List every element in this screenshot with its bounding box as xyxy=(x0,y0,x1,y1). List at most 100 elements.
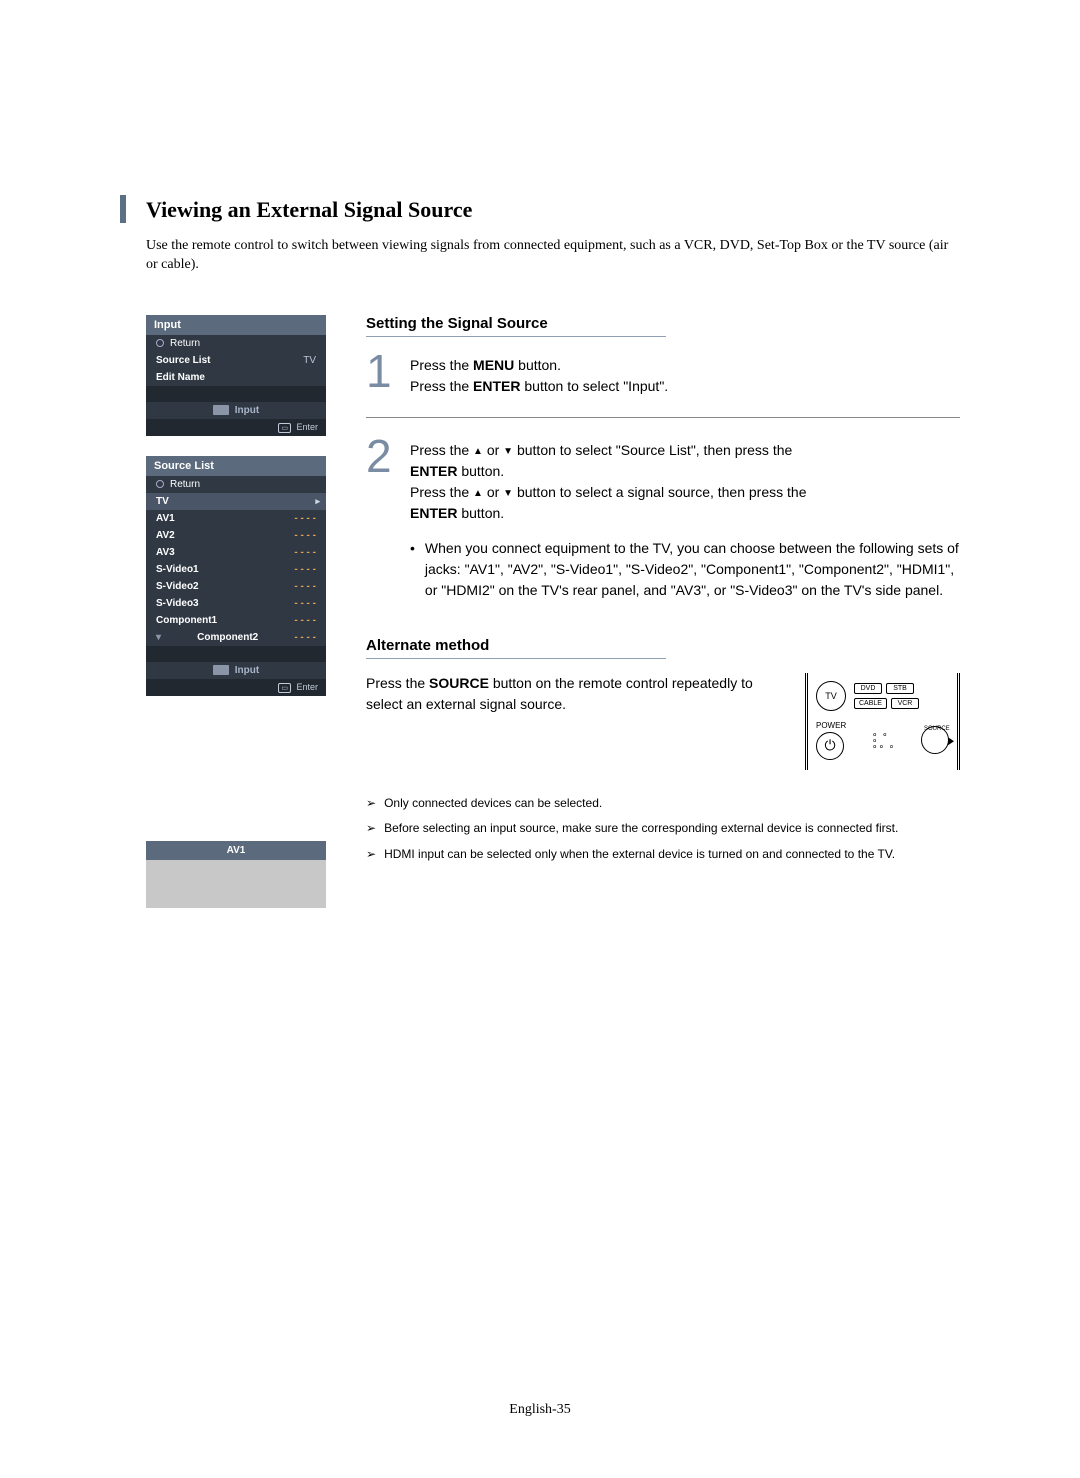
menu-row-edit-name: Edit Name xyxy=(146,369,326,386)
sidebar: Input Return Source List TV Edit Name In… xyxy=(146,315,326,908)
menu-dash: - - - - xyxy=(294,632,316,643)
bullet-dot: • xyxy=(410,538,415,601)
menu-row-label: Component1 xyxy=(156,615,217,626)
menu-dash: - - - - xyxy=(294,598,316,609)
menu-badge-row: Input xyxy=(146,662,326,679)
menu-spacer xyxy=(146,646,326,662)
menu-row-label: S-Video2 xyxy=(156,581,199,592)
menu-row-component2: ▾ Component2 - - - - xyxy=(146,629,326,646)
remote-dvd-button: DVD xyxy=(854,683,882,694)
menu-row-label: S-Video3 xyxy=(156,598,199,609)
up-triangle-icon: ▲ xyxy=(473,488,483,499)
text: Press the xyxy=(410,378,473,394)
menu-dash: - - - - xyxy=(294,581,316,592)
menu-badge-label: Input xyxy=(235,665,259,676)
return-label: Return xyxy=(170,338,200,349)
menu-row-label: AV3 xyxy=(156,547,175,558)
text: Press the xyxy=(410,357,473,373)
return-icon xyxy=(156,480,164,488)
enter-label: Enter xyxy=(296,422,318,432)
step-2: 2 Press the ▲ or ▼ button to select "Sou… xyxy=(366,436,960,524)
enter-bold: ENTER xyxy=(410,505,457,521)
menu-row-source-list: Source List TV xyxy=(146,352,326,369)
page-footer: English-35 xyxy=(0,1402,1080,1418)
menu-row-tv: TV xyxy=(146,493,326,510)
down-triangle-icon: ▼ xyxy=(503,488,513,499)
menu-row-svideo3: S-Video3 - - - - xyxy=(146,595,326,612)
step-number: 2 xyxy=(366,436,394,524)
note-text: HDMI input can be selected only when the… xyxy=(384,847,895,863)
menu-dash: - - - - xyxy=(294,513,316,524)
text: Press the xyxy=(410,442,473,458)
text: or xyxy=(483,484,503,500)
text: button to select "Source List", then pre… xyxy=(513,442,792,458)
enter-bold: ENTER xyxy=(410,463,457,479)
menu-row-label: AV2 xyxy=(156,530,175,541)
menu-enter-row: ▭ Enter xyxy=(146,419,326,436)
menu-row-av2: AV2 - - - - xyxy=(146,527,326,544)
source-bold: SOURCE xyxy=(429,675,489,691)
enter-bold: ENTER xyxy=(473,378,520,394)
title-accent-bar xyxy=(120,195,126,223)
note-text: Only connected devices can be selected. xyxy=(384,796,602,812)
enter-icon: ▭ xyxy=(278,423,291,433)
av1-preview-box: AV1 xyxy=(146,841,326,908)
menu-input: Input Return Source List TV Edit Name In… xyxy=(146,315,326,436)
remote-source-label: SOURCE xyxy=(924,726,948,732)
main-content: Setting the Signal Source 1 Press the ME… xyxy=(366,315,960,908)
menu-dash: - - - - xyxy=(294,530,316,541)
return-label: Return xyxy=(170,479,200,490)
text: button to select a signal source, then p… xyxy=(513,484,806,500)
menu-return-row: Return xyxy=(146,476,326,493)
alt-text: Press the SOURCE button on the remote co… xyxy=(366,673,785,770)
note-3: ➢ HDMI input can be selected only when t… xyxy=(366,847,960,863)
note-1: ➢ Only connected devices can be selected… xyxy=(366,796,960,812)
bullet-text: When you connect equipment to the TV, yo… xyxy=(425,538,960,601)
menu-row-av1: AV1 - - - - xyxy=(146,510,326,527)
remote-tv-button: TV xyxy=(816,681,846,711)
down-triangle-icon: ▼ xyxy=(503,446,513,457)
enter-label: Enter xyxy=(296,682,318,692)
menu-row-label: TV xyxy=(156,496,169,507)
remote-diagram: TV DVD STB CABLE VCR xyxy=(805,673,960,770)
text: or xyxy=(483,442,503,458)
menu-row-component1: Component1 - - - - xyxy=(146,612,326,629)
remote-dots: ∘ ∘∘∘∘ ∘ xyxy=(872,731,895,750)
menu-dash: - - - - xyxy=(294,615,316,626)
menu-dash: - - - - xyxy=(294,564,316,575)
text: button. xyxy=(457,463,504,479)
note-arrow-icon: ➢ xyxy=(366,821,376,837)
up-triangle-icon: ▲ xyxy=(473,446,483,457)
text: button. xyxy=(514,357,561,373)
menu-row-label: AV1 xyxy=(156,513,175,524)
step-1: 1 Press the MENU button. Press the ENTER… xyxy=(366,351,960,397)
step-body: Press the ▲ or ▼ button to select "Sourc… xyxy=(410,436,806,524)
menu-row-av3: AV3 - - - - xyxy=(146,544,326,561)
notes-block: ➢ Only connected devices can be selected… xyxy=(366,796,960,863)
menu-row-label: Source List xyxy=(156,355,210,366)
menu-badge-label: Input xyxy=(235,405,259,416)
intro-text: Use the remote control to switch between… xyxy=(146,237,960,275)
tv-icon xyxy=(213,665,229,675)
step2-bullet: • When you connect equipment to the TV, … xyxy=(410,538,960,601)
step-number: 1 xyxy=(366,351,394,397)
note-2: ➢ Before selecting an input source, make… xyxy=(366,821,960,837)
remote-power-button: ⏻ xyxy=(816,732,844,760)
menu-row-label: S-Video1 xyxy=(156,564,199,575)
step-body: Press the MENU button. Press the ENTER b… xyxy=(410,351,668,397)
menu-input-title: Input xyxy=(146,315,326,335)
return-icon xyxy=(156,339,164,347)
menu-enter-row: ▭ Enter xyxy=(146,679,326,696)
menu-sl-title: Source List xyxy=(146,456,326,476)
title-row: Viewing an External Signal Source xyxy=(120,195,960,223)
menu-dash: - - - - xyxy=(294,547,316,558)
separator xyxy=(366,417,960,418)
menu-badge-row: Input xyxy=(146,402,326,419)
note-arrow-icon: ➢ xyxy=(366,796,376,812)
enter-icon: ▭ xyxy=(278,683,291,693)
remote-power-label: POWER xyxy=(816,721,846,730)
text: Press the xyxy=(410,484,473,500)
section-alternate: Alternate method xyxy=(366,637,666,659)
tv-icon xyxy=(213,405,229,415)
remote-cable-button: CABLE xyxy=(854,698,887,709)
